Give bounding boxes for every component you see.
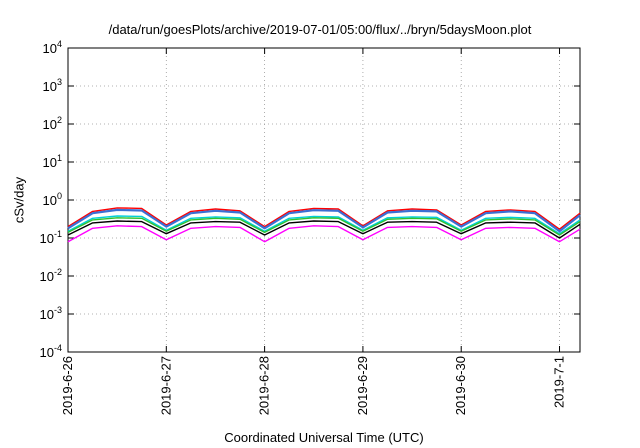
y-tick-label: 103 — [43, 77, 62, 94]
x-tick-label: 2019-6-27 — [158, 356, 173, 415]
y-tick-label: 102 — [43, 115, 62, 132]
series-line-4 — [67, 220, 581, 239]
y-tick-label: 10-3 — [40, 305, 62, 322]
y-tick-label: 10-2 — [40, 267, 62, 284]
series-line-2 — [67, 215, 581, 235]
chart-title: /data/run/goesPlots/archive/2019-07-01/0… — [108, 22, 532, 37]
y-tick-label: 10-4 — [40, 343, 62, 360]
series-line-5 — [67, 225, 581, 243]
x-tick-label: 2019-6-26 — [60, 356, 75, 415]
x-tick-label: 2019-7-1 — [552, 356, 567, 408]
x-tick-label: 2019-6-29 — [355, 356, 370, 415]
y-axis-label: cSv/day — [11, 176, 27, 224]
x-tick-label: 2019-6-28 — [257, 356, 272, 415]
y-tick-label: 10-1 — [40, 229, 62, 246]
series-line-3 — [67, 217, 581, 236]
x-axis-label: Coordinated Universal Time (UTC) — [224, 430, 424, 445]
x-tick-label: 2019-6-30 — [453, 356, 468, 415]
series-line-1 — [67, 208, 581, 233]
y-tick-label: 101 — [43, 153, 62, 170]
y-tick-label: 104 — [43, 39, 62, 56]
series-line-0 — [67, 207, 581, 230]
y-tick-label: 100 — [43, 191, 62, 208]
